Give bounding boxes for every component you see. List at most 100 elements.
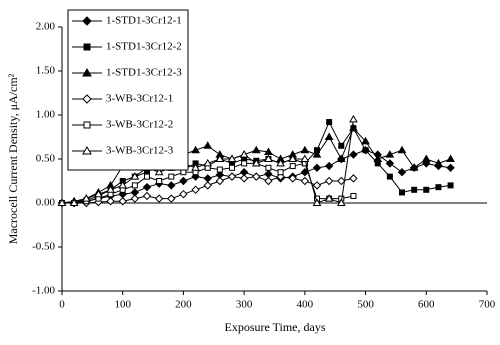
marker <box>82 145 92 155</box>
marker <box>324 161 334 171</box>
marker <box>446 163 455 173</box>
marker <box>264 176 273 186</box>
y-tick-label: 0.00 <box>36 197 56 209</box>
marker <box>350 192 357 199</box>
marker <box>385 159 395 168</box>
x-tick-label: 400 <box>297 299 314 311</box>
marker <box>349 150 358 159</box>
marker <box>336 198 346 206</box>
y-tick-label: 2.00 <box>36 21 56 33</box>
marker <box>336 154 346 162</box>
marker <box>227 154 237 162</box>
y-tick-label: 1.50 <box>36 65 56 77</box>
marker <box>239 150 249 158</box>
x-tick-label: 600 <box>418 299 435 311</box>
marker <box>421 154 431 162</box>
marker <box>142 191 152 201</box>
marker <box>216 166 223 173</box>
marker <box>264 154 273 162</box>
marker <box>179 176 188 186</box>
marker <box>300 176 310 186</box>
marker <box>276 158 285 167</box>
marker <box>312 163 322 173</box>
marker <box>154 167 164 176</box>
marker <box>312 198 322 206</box>
y-tick-label: 0.50 <box>36 153 56 165</box>
marker <box>324 194 334 202</box>
marker <box>203 181 212 190</box>
marker <box>203 174 212 183</box>
marker <box>191 145 200 154</box>
marker <box>191 163 200 171</box>
legend: 1-STD1-3Cr12-1 1-STD1-3Cr12-2 1-STD1-3Cr12… <box>67 9 189 171</box>
marker <box>156 178 163 184</box>
marker <box>203 141 213 149</box>
y-axis-label: Macrocell Current Density, μA/cm² <box>6 73 20 244</box>
marker <box>106 185 115 193</box>
marker <box>82 16 92 26</box>
marker <box>252 172 261 181</box>
marker <box>349 114 358 123</box>
marker <box>251 158 261 167</box>
marker <box>251 145 261 154</box>
marker <box>241 160 248 167</box>
marker <box>83 43 91 51</box>
marker <box>386 173 393 180</box>
marker <box>118 180 128 189</box>
marker <box>215 154 225 162</box>
x-tick-label: 0 <box>59 299 65 311</box>
marker <box>435 184 442 191</box>
y-tick-label: -0.50 <box>32 241 55 253</box>
marker <box>447 182 454 189</box>
marker <box>362 147 369 154</box>
marker <box>167 194 176 203</box>
marker <box>142 182 152 192</box>
marker <box>131 182 138 189</box>
marker <box>239 174 249 183</box>
x-tick-label: 300 <box>236 299 253 311</box>
marker <box>337 176 346 186</box>
marker <box>423 186 430 193</box>
x-tick-label: 200 <box>175 299 192 311</box>
marker <box>83 121 91 129</box>
marker <box>154 194 164 203</box>
marker <box>82 94 92 104</box>
marker <box>409 163 419 171</box>
marker <box>434 158 443 167</box>
legend-box <box>67 9 189 171</box>
marker <box>118 197 127 206</box>
marker <box>57 198 67 206</box>
marker <box>94 189 103 198</box>
marker <box>229 164 235 171</box>
marker <box>168 173 175 180</box>
marker <box>399 189 405 196</box>
marker <box>167 181 176 190</box>
marker <box>312 150 322 158</box>
marker <box>312 181 322 190</box>
marker <box>215 176 225 186</box>
legend-label: 3-WB-3Cr12-3 <box>106 145 174 157</box>
marker <box>265 164 272 171</box>
marker <box>397 167 407 177</box>
x-axis-label: Exposure Time, days <box>224 320 325 334</box>
marker <box>179 189 188 199</box>
marker <box>289 163 296 170</box>
marker <box>300 154 310 162</box>
marker <box>264 147 273 155</box>
marker <box>373 154 383 162</box>
marker <box>130 172 140 180</box>
x-tick-label: 700 <box>479 299 496 311</box>
marker <box>191 185 200 195</box>
marker <box>106 197 115 206</box>
marker <box>264 169 273 179</box>
marker <box>69 198 79 206</box>
marker <box>300 145 310 154</box>
marker <box>397 145 407 154</box>
y-tick-label: 1.00 <box>36 109 56 121</box>
marker <box>82 67 92 77</box>
legend-label: 3-WB-3Cr12-1 <box>106 93 173 105</box>
marker <box>130 194 140 203</box>
x-tick-label: 500 <box>357 299 374 311</box>
marker <box>324 176 334 186</box>
